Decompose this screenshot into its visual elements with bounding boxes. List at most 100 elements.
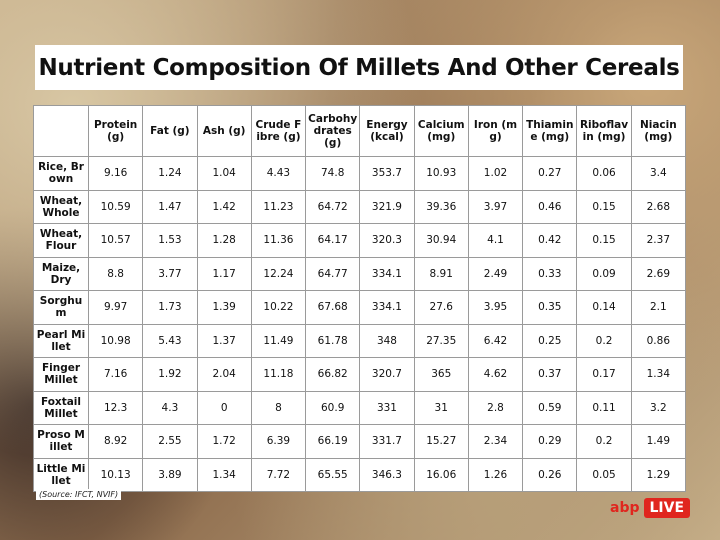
table-cell: 31 xyxy=(413,390,469,425)
table-cell: 0.25 xyxy=(522,323,578,358)
table-cell: 334.1 xyxy=(359,290,415,325)
table-cell: 1.72 xyxy=(196,424,252,459)
table-cell: 320.3 xyxy=(359,223,415,258)
table-cell: 0.06 xyxy=(576,156,632,191)
table-row: Wheat, Flour 10.57 1.53 1.28 11.36 64.17 320.3… xyxy=(33,223,687,258)
column-header: Fat (g) xyxy=(142,105,198,157)
table-cell: 7.72 xyxy=(250,457,307,492)
nutrient-table: Protein (g) Fat (g) Ash (g) Crude Fibre (g)… xyxy=(33,105,687,492)
table-cell: 10.57 xyxy=(87,223,144,258)
row-label: Sorghum xyxy=(33,290,89,325)
row-label: Little Millet xyxy=(33,457,89,492)
table-cell: 61.78 xyxy=(305,323,361,358)
table-row: Foxtail Millet 12.3 4.3 0 8 60.9 331 31 2.8 0.59 0… xyxy=(33,390,687,425)
table-row: Finger Millet 7.16 1.92 2.04 11.18 66.82 320.7… xyxy=(33,357,687,392)
table-cell: 1.34 xyxy=(630,357,687,392)
table-cell: 0.11 xyxy=(576,390,632,425)
table-cell: 2.49 xyxy=(467,256,524,291)
column-header: Energy (kcal) xyxy=(359,105,415,157)
table-cell: 1.53 xyxy=(142,223,198,258)
table-cell: 2.34 xyxy=(467,424,524,459)
table-cell: 4.62 xyxy=(467,357,524,392)
table-cell: 3.95 xyxy=(467,290,524,325)
column-header: Ash (g) xyxy=(196,105,252,157)
row-label: Pearl Millet xyxy=(33,323,89,358)
table-row: Pearl Millet 10.98 5.43 1.37 11.49 61.78 348 27… xyxy=(33,323,687,358)
table-row: Maize, Dry 8.8 3.77 1.17 12.24 64.77 334.1 8.91… xyxy=(33,256,687,291)
table-cell: 1.17 xyxy=(196,256,252,291)
table-cell: 2.55 xyxy=(142,424,198,459)
table-row: Wheat, Whole 10.59 1.47 1.42 11.23 64.72 321.9… xyxy=(33,189,687,224)
table-cell: 9.16 xyxy=(87,156,144,191)
table-cell: 0.37 xyxy=(522,357,578,392)
table-cell: 331.7 xyxy=(359,424,415,459)
table-cell: 1.26 xyxy=(467,457,524,492)
table-cell: 353.7 xyxy=(359,156,415,191)
table-cell: 15.27 xyxy=(413,424,469,459)
table-cell: 2.69 xyxy=(630,256,687,291)
table-cell: 1.34 xyxy=(196,457,252,492)
table-cell: 10.93 xyxy=(413,156,469,191)
logo-brand: abp xyxy=(610,500,640,516)
corner-cell xyxy=(33,105,89,157)
table-cell: 8.91 xyxy=(413,256,469,291)
column-header: Niacin (mg) xyxy=(630,105,687,157)
table-cell: 66.19 xyxy=(305,424,361,459)
table-cell: 321.9 xyxy=(359,189,415,224)
table-cell: 331 xyxy=(359,390,415,425)
table-cell: 8.8 xyxy=(87,256,144,291)
table-cell: 10.98 xyxy=(87,323,144,358)
table-cell: 346.3 xyxy=(359,457,415,492)
table-cell: 1.47 xyxy=(142,189,198,224)
table-row: Rice, Brown 9.16 1.24 1.04 4.43 74.8 353.7 10.9… xyxy=(33,156,687,191)
table-cell: 1.37 xyxy=(196,323,252,358)
table-cell: 0.15 xyxy=(576,223,632,258)
table-cell: 334.1 xyxy=(359,256,415,291)
table-cell: 4.43 xyxy=(250,156,307,191)
table-cell: 0.42 xyxy=(522,223,578,258)
table-cell: 1.29 xyxy=(630,457,687,492)
table-cell: 1.73 xyxy=(142,290,198,325)
row-label: Wheat, Whole xyxy=(33,189,89,224)
table-cell: 3.2 xyxy=(630,390,687,425)
table-cell: 27.35 xyxy=(413,323,469,358)
table-cell: 39.36 xyxy=(413,189,469,224)
table-cell: 1.28 xyxy=(196,223,252,258)
table-cell: 10.13 xyxy=(87,457,144,492)
table-cell: 6.42 xyxy=(467,323,524,358)
table-cell: 1.49 xyxy=(630,424,687,459)
table-cell: 11.36 xyxy=(250,223,307,258)
table-cell: 0.86 xyxy=(630,323,687,358)
row-label: Proso Millet xyxy=(33,424,89,459)
table-cell: 0.2 xyxy=(576,323,632,358)
table-cell: 0.46 xyxy=(522,189,578,224)
column-header: Carbohydrates (g) xyxy=(305,105,361,157)
table-cell: 10.59 xyxy=(87,189,144,224)
table-cell: 60.9 xyxy=(305,390,361,425)
table-cell: 64.17 xyxy=(305,223,361,258)
table-cell: 0.59 xyxy=(522,390,578,425)
table-cell: 348 xyxy=(359,323,415,358)
table-cell: 4.1 xyxy=(467,223,524,258)
table-cell: 0.15 xyxy=(576,189,632,224)
table-cell: 0.17 xyxy=(576,357,632,392)
logo: abp LIVE xyxy=(610,498,691,518)
table-row: Proso Millet 8.92 2.55 1.72 6.39 66.19 331.7 15… xyxy=(33,424,687,459)
row-label: Maize, Dry xyxy=(33,256,89,291)
table-cell: 3.89 xyxy=(142,457,198,492)
table-cell: 64.72 xyxy=(305,189,361,224)
table-cell: 0.29 xyxy=(522,424,578,459)
table-cell: 2.37 xyxy=(630,223,687,258)
table-cell: 67.68 xyxy=(305,290,361,325)
table-cell: 8.92 xyxy=(87,424,144,459)
table-cell: 12.3 xyxy=(87,390,144,425)
table-cell: 12.24 xyxy=(250,256,307,291)
table-cell: 2.68 xyxy=(630,189,687,224)
table-cell: 64.77 xyxy=(305,256,361,291)
table-cell: 66.82 xyxy=(305,357,361,392)
table-cell: 74.8 xyxy=(305,156,361,191)
table-cell: 27.6 xyxy=(413,290,469,325)
table-row: Sorghum 9.97 1.73 1.39 10.22 67.68 334.1 27.6 3.… xyxy=(33,290,687,325)
column-header: Calcium (mg) xyxy=(413,105,469,157)
